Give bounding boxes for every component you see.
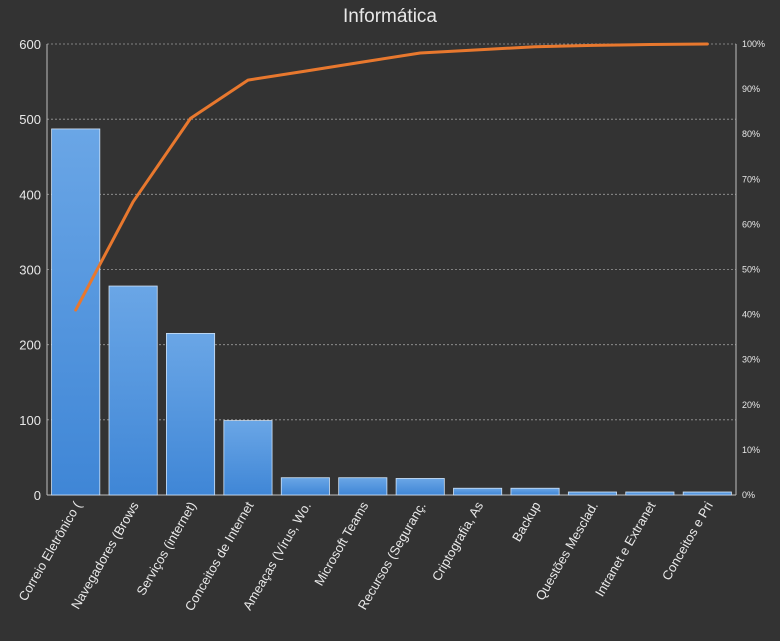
y-tick-label: 200 (19, 338, 41, 353)
y2-tick-label: 90% (742, 84, 760, 94)
bar (567, 491, 617, 496)
y-tick-label: 0 (34, 488, 41, 503)
y2-tick-label: 20% (742, 400, 760, 410)
bar (166, 332, 216, 496)
x-tick-label: Serviços (internet) (133, 499, 199, 598)
x-tick-label: Criptografia, As (429, 499, 487, 584)
y-tick-label: 100 (19, 413, 41, 428)
bar (510, 487, 560, 496)
y2-tick-label: 30% (742, 355, 760, 365)
y-tick-label: 600 (19, 37, 41, 52)
y-tick-label: 400 (19, 187, 41, 202)
bar (338, 477, 388, 496)
x-tick-label: Microsoft Teams (311, 499, 371, 589)
bar (682, 491, 732, 496)
x-tick-label: Questões Mesclad. (532, 499, 601, 603)
y2-tick-label: 80% (742, 129, 760, 139)
y2-tick-label: 50% (742, 265, 760, 275)
bar (51, 128, 101, 496)
x-tick-label: Conceitos e Pri (659, 499, 716, 583)
bar (453, 487, 503, 496)
bar (223, 420, 273, 496)
y2-tick-label: 0% (742, 490, 755, 500)
y2-tick-label: 100% (742, 39, 765, 49)
bar (625, 491, 675, 496)
x-tick-label: Navegadores (Brows (68, 499, 142, 612)
y-tick-label: 300 (19, 263, 41, 278)
bar (108, 285, 158, 496)
x-tick-label: Correio Eletrônico ( (15, 498, 84, 603)
bar (280, 477, 330, 496)
chart-title: Informática (343, 6, 437, 27)
y2-tick-label: 10% (742, 445, 760, 455)
y2-tick-label: 60% (742, 219, 760, 229)
bar (395, 478, 445, 496)
y2-tick-label: 70% (742, 174, 760, 184)
x-tick-label: Backup (509, 499, 544, 544)
x-tick-label: Intranet e Extranet (592, 499, 659, 599)
y-tick-label: 500 (19, 112, 41, 127)
cumulative-line (74, 42, 709, 312)
y2-tick-label: 40% (742, 310, 760, 320)
